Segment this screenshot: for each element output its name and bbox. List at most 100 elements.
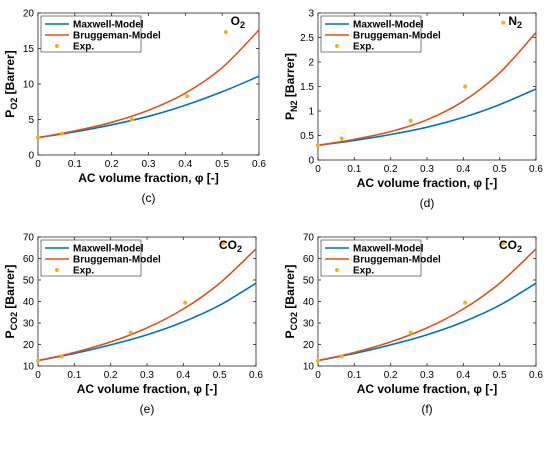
y-axis-label-sub: CO2 [9, 312, 19, 331]
gas-label: O2 [231, 14, 245, 30]
x-tick-label: 0.3 [420, 370, 434, 381]
y-tick-label: 20 [23, 340, 35, 351]
y-tick-label: 0 [308, 156, 314, 167]
y-axis-label-sub: O2 [9, 98, 19, 110]
x-tick-label: 0 [35, 159, 41, 170]
y-axis-label: PCO2 [Barrer] [3, 265, 19, 339]
data-point-exp- [316, 143, 320, 148]
y-tick-label: 10 [23, 362, 35, 373]
x-tick-label: 0.5 [493, 370, 507, 381]
data-point-exp- [339, 136, 344, 141]
y-tick-label: 70 [303, 233, 315, 244]
legend-swatch-exp- [335, 268, 339, 272]
data-point-exp- [59, 131, 64, 136]
series-line-bruggeman-model [317, 248, 537, 362]
x-tick-label: 0.1 [67, 370, 81, 381]
data-point-exp- [316, 358, 320, 363]
x-tick-label: 0.2 [384, 370, 398, 381]
y-axis-label-main: P [283, 112, 297, 120]
x-tick-label: 0.6 [252, 159, 266, 170]
data-point-exp- [36, 358, 40, 363]
panel-caption: (d) [420, 196, 435, 210]
legend-entry: Exp. [353, 266, 374, 277]
y-tick-label: 1.5 [300, 82, 314, 93]
y-tick-label: 30 [303, 319, 315, 330]
y-tick-label: 60 [23, 254, 35, 265]
y-tick-label: 40 [23, 297, 35, 308]
gas-label-sub: 2 [517, 244, 522, 254]
x-axis-label: AC volume fraction, φ [-] [357, 176, 498, 190]
y-tick-label: 2 [308, 58, 314, 69]
x-axis-label: AC volume fraction, φ [-] [77, 382, 218, 396]
x-tick-label: 0.2 [384, 164, 398, 175]
gas-label: N2 [508, 14, 522, 30]
data-point-exp- [223, 30, 228, 35]
x-axis-label: AC volume fraction, φ [-] [357, 382, 498, 396]
data-point-exp- [183, 300, 188, 305]
legend-entry: Maxwell-Model [73, 244, 144, 255]
x-tick-label: 0.5 [493, 164, 507, 175]
x-tick-label: 0.2 [105, 159, 119, 170]
y-tick-label: 10 [303, 362, 315, 373]
y-axis-label-main: P [3, 110, 17, 118]
legend-entry: Bruggeman-Model [353, 31, 441, 42]
series-line-bruggeman-model [317, 32, 537, 147]
y-tick-label: 1 [308, 107, 314, 118]
y-tick-label: 10 [23, 80, 35, 91]
x-tick-label: 0.5 [213, 370, 227, 381]
x-tick-label: 0.6 [529, 370, 543, 381]
chart-panel-4: 0 0.1 0.2 0.3 0.4 0.5 0.6 10 20 30 40 50 60 70 AC volu… [283, 233, 543, 417]
data-point-exp- [501, 20, 506, 25]
series-line-maxwell-model [37, 75, 260, 139]
y-axis-label-unit: [Barrer] [3, 265, 17, 312]
panel-caption: (e) [140, 402, 155, 416]
y-tick-label: 50 [23, 276, 35, 287]
chart-panel-1: 0 0.1 0.2 0.3 0.4 0.5 0.6 0 5 10 15 20 AC volume fra… [3, 9, 266, 206]
series-line-bruggeman-model [37, 29, 260, 139]
data-point-exp- [463, 84, 468, 89]
legend-swatch-exp- [55, 44, 59, 48]
x-tick-label: 0.1 [68, 159, 82, 170]
gas-label-sub: 2 [517, 20, 522, 30]
panel-caption: (c) [142, 191, 156, 205]
gas-label-main: CO [499, 238, 517, 252]
x-tick-label: 0 [315, 370, 321, 381]
legend-swatch-exp- [335, 44, 339, 48]
chart-panel-2: 0 0.1 0.2 0.3 0.4 0.5 0.6 0 0.5 1 1.5 2 2.5 3 AC volum… [283, 9, 543, 211]
x-tick-label: 0.1 [347, 370, 361, 381]
y-axis-label: PCO2 [Barrer] [283, 265, 299, 339]
data-point-exp- [128, 330, 133, 335]
x-tick-label: 0.3 [420, 164, 434, 175]
data-point-exp- [36, 135, 40, 140]
series-line-maxwell-model [317, 88, 537, 147]
y-axis-label: PN2 [Barrer] [283, 53, 299, 120]
y-axis-label-unit: [Barrer] [283, 53, 297, 100]
gas-label-main: CO [219, 238, 237, 252]
chart-panel-3: 0 0.1 0.2 0.3 0.4 0.5 0.6 10 20 30 40 50 60 70 AC volu… [3, 233, 263, 417]
y-tick-label: 20 [303, 340, 315, 351]
y-tick-label: 2.5 [300, 33, 314, 44]
data-point-exp- [408, 118, 413, 123]
x-tick-label: 0.6 [529, 164, 543, 175]
y-axis-label-sub: CO2 [289, 312, 299, 331]
x-tick-label: 0.6 [249, 370, 263, 381]
y-tick-label: 15 [23, 44, 35, 55]
x-tick-label: 0 [315, 164, 321, 175]
legend-entry: Exp. [73, 42, 94, 53]
x-tick-label: 0.3 [142, 159, 156, 170]
series-line-maxwell-model [37, 282, 257, 362]
y-tick-label: 0.5 [300, 131, 314, 142]
y-tick-label: 5 [28, 115, 34, 126]
series-line-maxwell-model [317, 282, 537, 362]
y-tick-label: 20 [23, 9, 35, 20]
x-tick-label: 0.4 [176, 370, 190, 381]
y-axis-label-main: P [3, 330, 17, 338]
gas-label: CO2 [219, 238, 242, 254]
x-tick-label: 0.4 [456, 164, 470, 175]
legend-entry: Maxwell-Model [73, 20, 144, 31]
y-axis-label: PO2 [Barrer] [3, 50, 19, 117]
legend-entry: Exp. [73, 266, 94, 277]
x-tick-label: 0.3 [140, 370, 154, 381]
data-point-exp- [463, 300, 468, 305]
